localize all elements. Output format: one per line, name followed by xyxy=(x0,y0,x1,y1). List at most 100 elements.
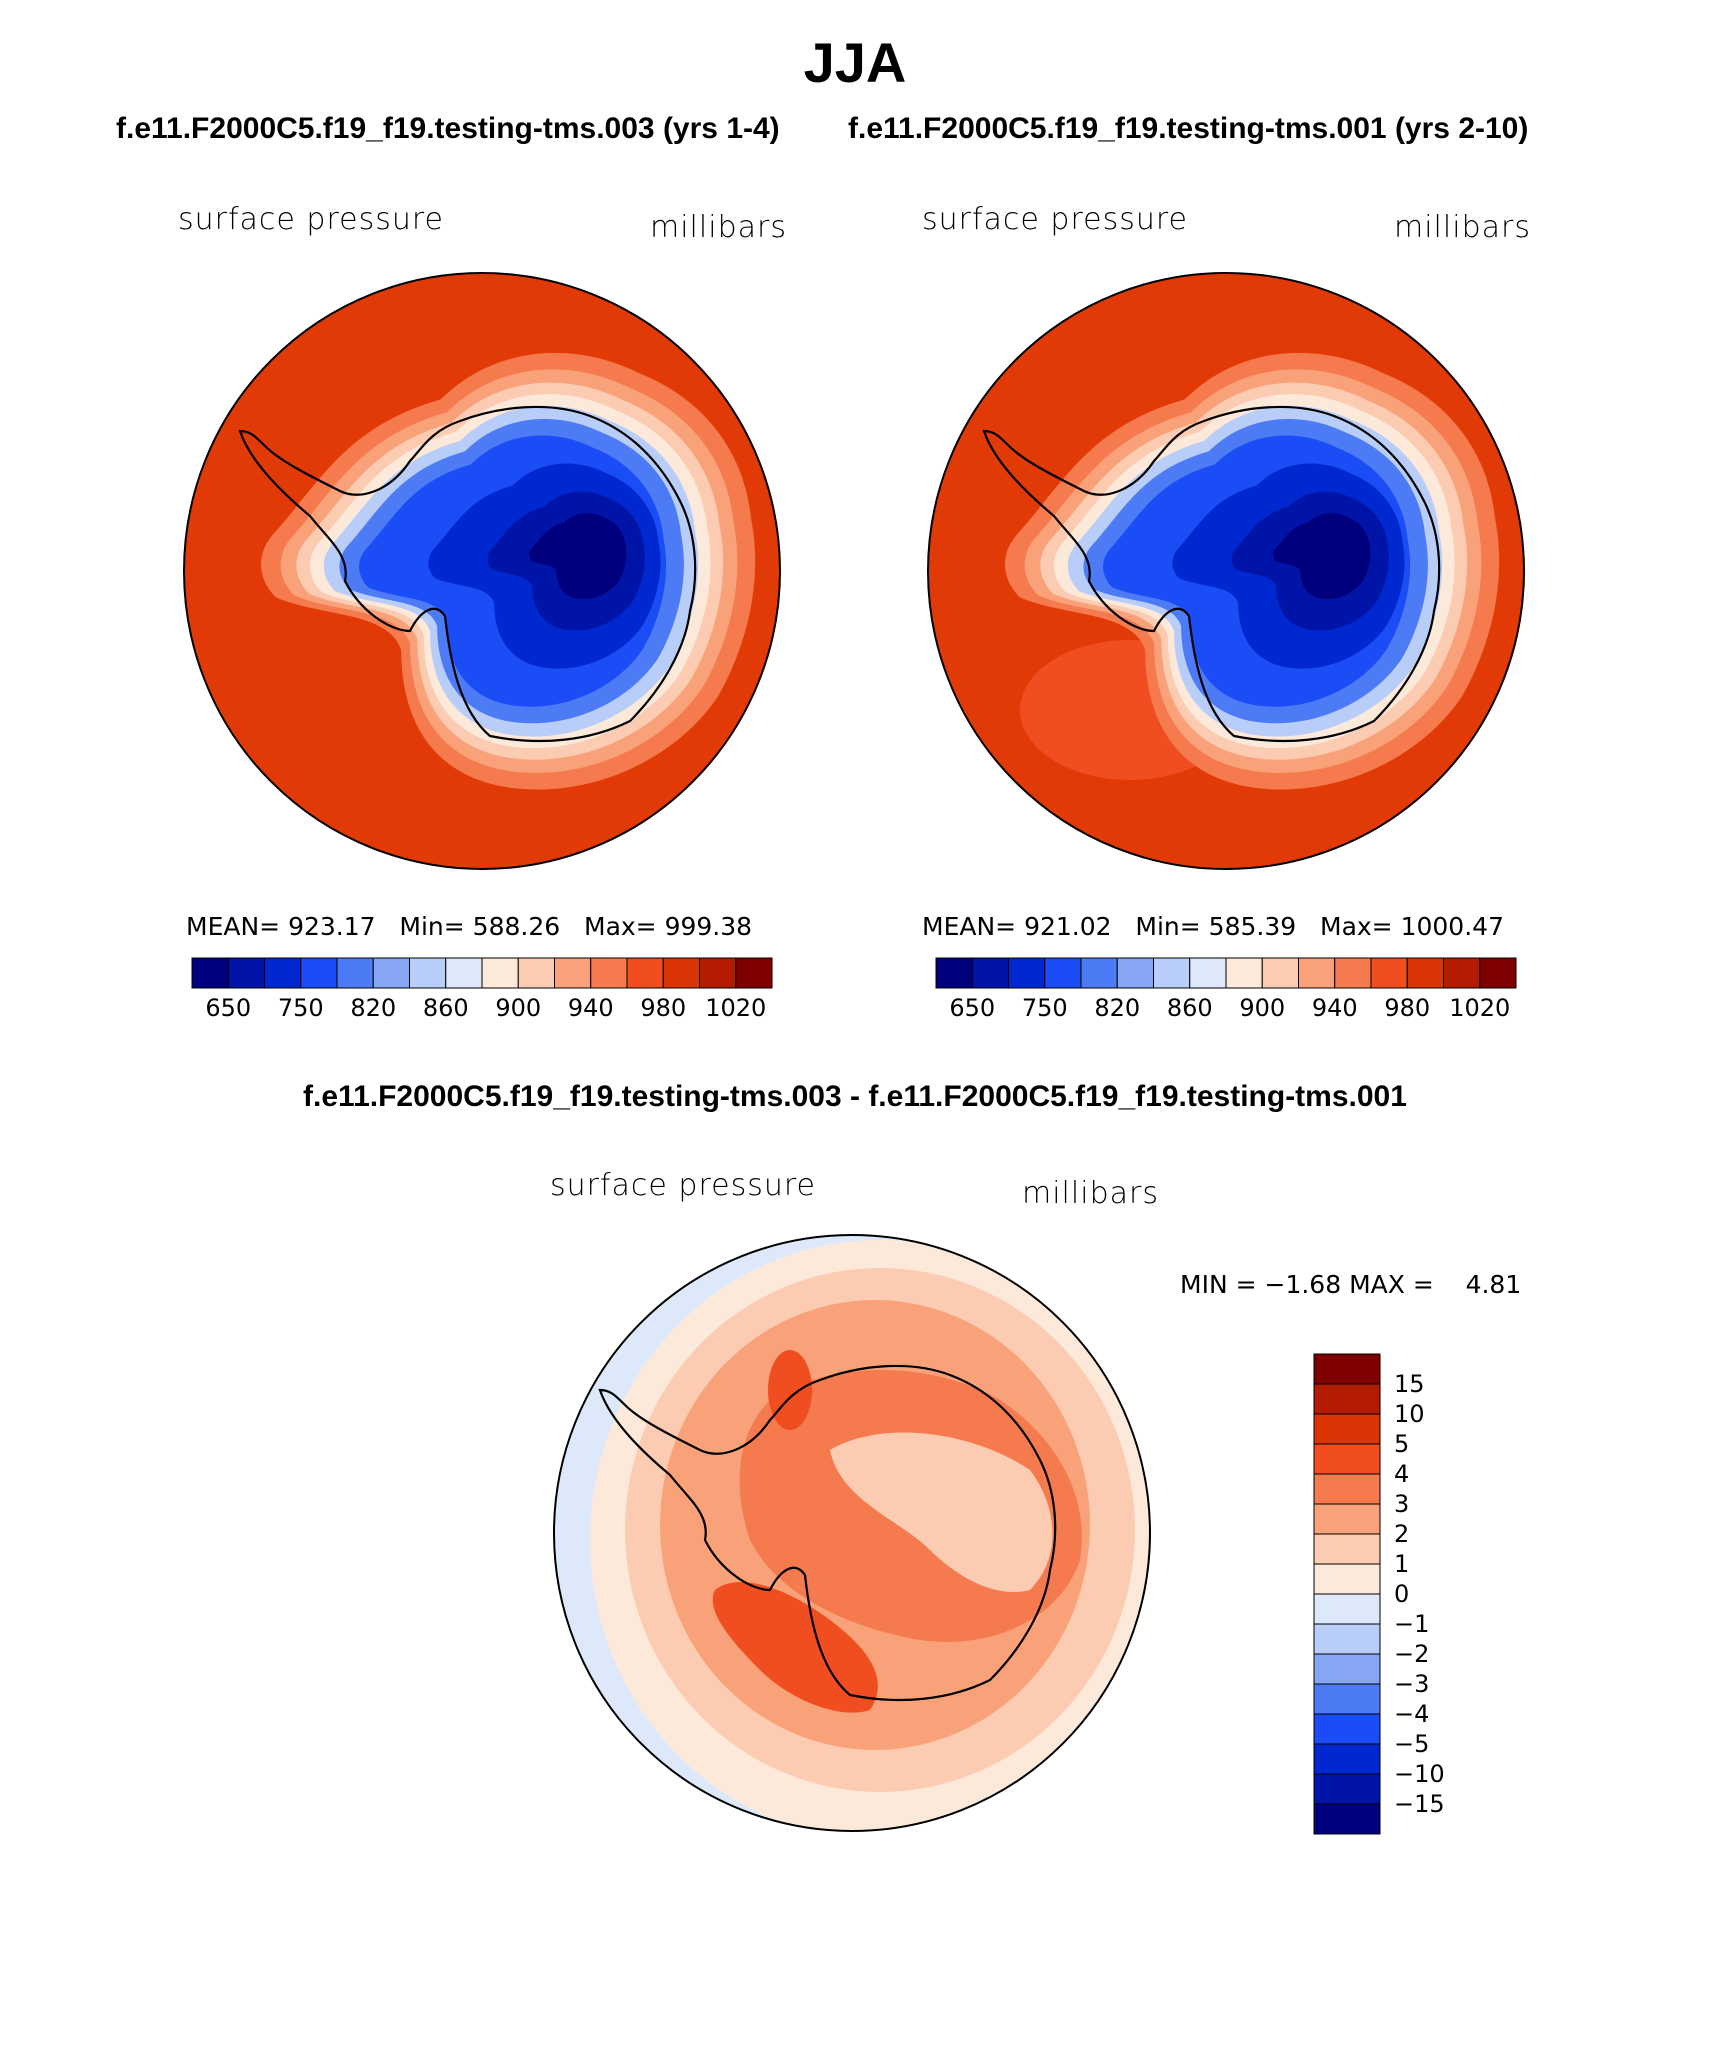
panel1-colorbar-label: 980 xyxy=(640,994,687,1022)
diff-colorbar-box xyxy=(1313,1803,1381,1835)
diff-colorbar xyxy=(1313,1353,1381,1835)
panel1-colorbar-box xyxy=(735,957,773,989)
panel1-stats: MEAN= 923.17 Min= 588.26 Max= 999.38 xyxy=(186,912,752,941)
diff-colorbar-label: 0 xyxy=(1394,1580,1410,1608)
diff-colorbar-label: −5 xyxy=(1394,1730,1430,1758)
diff-colorbar-label: −10 xyxy=(1394,1760,1445,1788)
panel2-colorbar-box xyxy=(1116,957,1154,989)
diff-title: f.e11.F2000C5.f19_f19.testing-tms.003 - … xyxy=(303,1080,1407,1113)
diff-map xyxy=(553,1234,1151,1832)
diff-colorbar-label: −4 xyxy=(1394,1700,1430,1728)
panel1-colorbar-box xyxy=(662,957,700,989)
panel2-max-label: Max= xyxy=(1320,912,1393,941)
diff-colorbar-label: 3 xyxy=(1394,1490,1410,1518)
diff-colorbar-label: 1 xyxy=(1394,1550,1410,1578)
panel2-colorbar-label: 820 xyxy=(1094,994,1141,1022)
diff-colorbar-box xyxy=(1313,1383,1381,1415)
panel1-case-title: f.e11.F2000C5.f19_f19.testing-tms.003 (y… xyxy=(116,112,780,145)
diff-colorbar-box xyxy=(1313,1653,1381,1685)
panel2-colorbar-box xyxy=(1370,957,1408,989)
panel1-colorbar-box xyxy=(517,957,555,989)
panel2-min-label: Min= xyxy=(1135,912,1201,941)
panel1-colorbar-box xyxy=(227,957,265,989)
panel2-case-title: f.e11.F2000C5.f19_f19.testing-tms.001 (y… xyxy=(848,112,1529,145)
panel2-map-border xyxy=(927,272,1525,870)
panel2-colorbar-box xyxy=(1225,957,1263,989)
panel1-colorbar-label: 940 xyxy=(567,994,614,1022)
panel2-mean-value: 921.02 xyxy=(1024,912,1112,941)
panel1-colorbar-box xyxy=(264,957,302,989)
panel1-map-border xyxy=(183,272,781,870)
panel1-colorbar-box xyxy=(445,957,483,989)
diff-colorbar-box xyxy=(1313,1623,1381,1655)
panel1-colorbar-box xyxy=(481,957,519,989)
panel2-colorbar-box xyxy=(1479,957,1517,989)
diff-colorbar-box xyxy=(1313,1563,1381,1595)
panel2-colorbar-box xyxy=(1298,957,1336,989)
diff-map-border xyxy=(553,1234,1151,1832)
diff-colorbar-label: −1 xyxy=(1394,1610,1430,1638)
diff-colorbar-box xyxy=(1313,1713,1381,1745)
panel1-colorbar-box xyxy=(699,957,737,989)
panel1-colorbar-label: 900 xyxy=(495,994,542,1022)
diff-colorbar-label: 15 xyxy=(1394,1370,1425,1398)
diff-colorbar-box xyxy=(1313,1743,1381,1775)
panel1-colorbar xyxy=(191,957,773,989)
panel1-colorbar-box xyxy=(590,957,628,989)
panel1-colorbar-box xyxy=(554,957,592,989)
diff-colorbar-box xyxy=(1313,1473,1381,1505)
panel2-min-value: 585.39 xyxy=(1208,912,1297,941)
panel2-colorbar-box xyxy=(1080,957,1118,989)
panel2-variable-label: surface pressure xyxy=(922,202,1188,237)
panel2-colorbar-label: 650 xyxy=(949,994,996,1022)
diff-colorbar-box xyxy=(1313,1593,1381,1625)
diff-colorbar-box xyxy=(1313,1443,1381,1475)
diff-colorbar-box xyxy=(1313,1353,1381,1385)
panel1-colorbar-label: 1020 xyxy=(705,994,767,1022)
diff-colorbar-label: −2 xyxy=(1394,1640,1430,1668)
diff-minmax: MIN = −1.68 MAX = 4.81 xyxy=(1180,1270,1521,1299)
diff-colorbar-label: −3 xyxy=(1394,1670,1430,1698)
panel2-mean-label: MEAN= xyxy=(922,912,1017,941)
diff-colorbar-box xyxy=(1313,1533,1381,1565)
panel2-max-value: 1000.47 xyxy=(1400,912,1504,941)
panel2-colorbar-box xyxy=(935,957,973,989)
panel2-colorbar-label: 860 xyxy=(1166,994,1213,1022)
panel1-min-label: Min= xyxy=(399,912,465,941)
diff-max-value: 4.81 xyxy=(1465,1270,1522,1299)
diff-min-value: −1.68 xyxy=(1264,1270,1342,1299)
panel2-colorbar-label: 750 xyxy=(1021,994,1068,1022)
diff-colorbar-label: 4 xyxy=(1394,1460,1410,1488)
panel2-colorbar xyxy=(935,957,1517,989)
panel1-map xyxy=(183,272,781,870)
diff-max-label: MAX = xyxy=(1349,1270,1434,1299)
diff-units-label: millibars xyxy=(1022,1176,1159,1211)
panel1-min-value: 588.26 xyxy=(472,912,561,941)
diff-colorbar-label: 10 xyxy=(1394,1400,1425,1428)
diff-colorbar-label: 5 xyxy=(1394,1430,1410,1458)
diff-colorbar-box xyxy=(1313,1503,1381,1535)
panel2-units-label: millibars xyxy=(1394,210,1531,245)
panel1-colorbar-box xyxy=(626,957,664,989)
page-title: JJA xyxy=(803,31,907,94)
diff-colorbar-label: 2 xyxy=(1394,1520,1410,1548)
panel1-variable-label: surface pressure xyxy=(178,202,444,237)
panel2-colorbar-box xyxy=(1443,957,1481,989)
panel1-max-value: 999.38 xyxy=(664,912,753,941)
panel1-colorbar-box xyxy=(409,957,447,989)
panel1-colorbar-label: 650 xyxy=(205,994,252,1022)
panel1-colorbar-box xyxy=(191,957,229,989)
panel1-max-label: Max= xyxy=(584,912,657,941)
diff-colorbar-box xyxy=(1313,1773,1381,1805)
panel2-colorbar-box xyxy=(1008,957,1046,989)
panel2-colorbar-box xyxy=(1044,957,1082,989)
panel1-colorbar-box xyxy=(336,957,374,989)
panel2-map xyxy=(927,272,1525,870)
diff-colorbar-box xyxy=(1313,1413,1381,1445)
panel2-stats: MEAN= 921.02 Min= 585.39 Max= 1000.47 xyxy=(922,912,1504,941)
panel1-colorbar-label: 820 xyxy=(350,994,397,1022)
panel1-colorbar-label: 750 xyxy=(277,994,324,1022)
panel2-colorbar-label: 900 xyxy=(1239,994,1286,1022)
panel2-colorbar-label: 980 xyxy=(1384,994,1431,1022)
